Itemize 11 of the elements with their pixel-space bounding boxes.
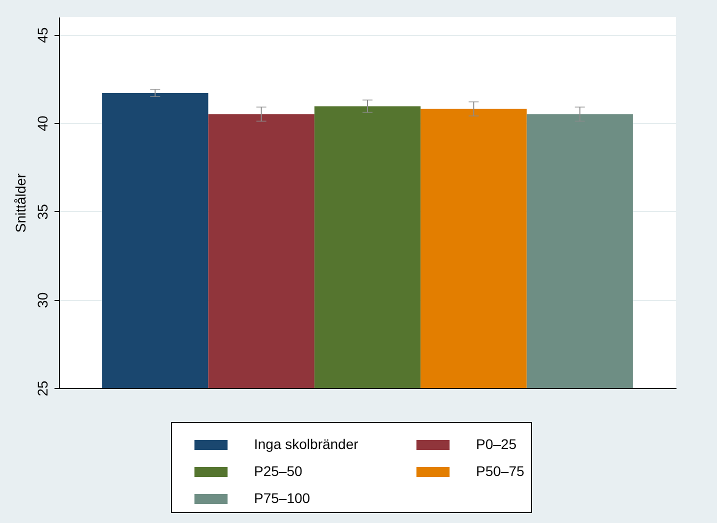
y-tick-label: 35 <box>34 204 50 220</box>
legend-label: Inga skolbränder <box>254 436 359 452</box>
y-tick-label: 40 <box>34 116 50 132</box>
legend-label: P25–50 <box>254 463 302 479</box>
legend-label: P50–75 <box>476 463 524 479</box>
legend-label: P75–100 <box>254 490 310 506</box>
y-tick-label: 45 <box>34 27 50 43</box>
legend-label: P0–25 <box>476 436 517 452</box>
y-axis-title: Snittålder <box>12 173 28 233</box>
y-tick-label: 25 <box>34 380 50 396</box>
y-tick-label: 30 <box>34 292 50 308</box>
